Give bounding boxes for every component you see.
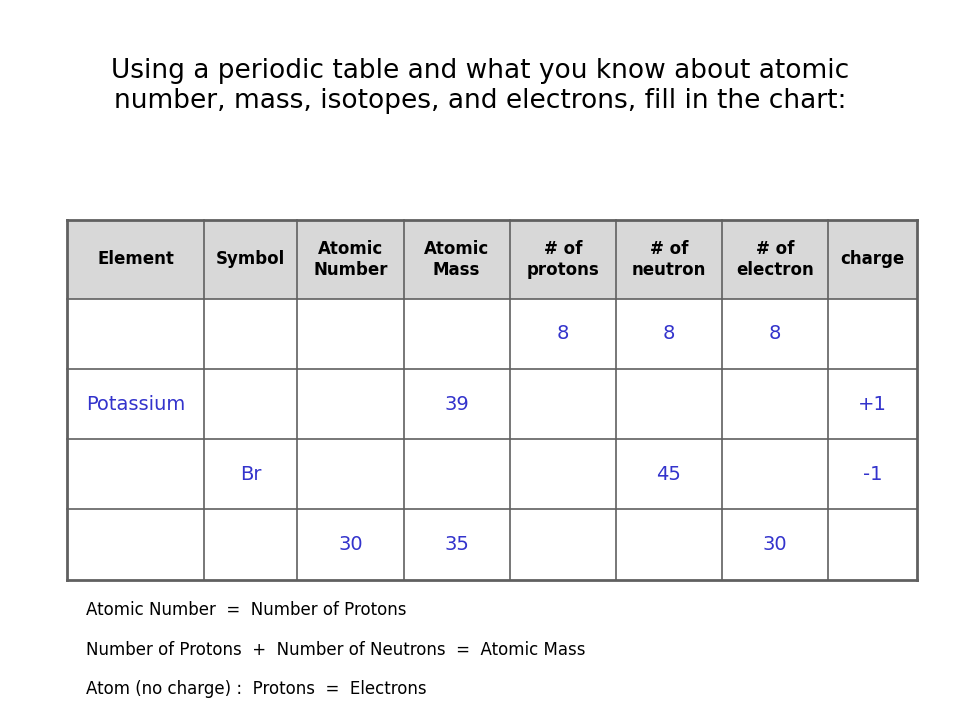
Bar bbox=[67, 220, 917, 299]
Text: charge: charge bbox=[840, 251, 904, 269]
Text: 8: 8 bbox=[662, 325, 675, 343]
Text: Symbol: Symbol bbox=[216, 251, 285, 269]
Text: # of
protons: # of protons bbox=[526, 240, 599, 279]
Text: -1: -1 bbox=[863, 465, 882, 484]
Text: +1: +1 bbox=[858, 395, 887, 413]
Text: Potassium: Potassium bbox=[86, 395, 185, 413]
Text: Br: Br bbox=[240, 465, 261, 484]
Text: 45: 45 bbox=[657, 465, 682, 484]
Text: 35: 35 bbox=[444, 535, 469, 554]
Text: 30: 30 bbox=[763, 535, 787, 554]
Text: Atomic Number  =  Number of Protons: Atomic Number = Number of Protons bbox=[86, 601, 407, 619]
Text: Atomic
Number: Atomic Number bbox=[313, 240, 388, 279]
Text: # of
electron: # of electron bbox=[736, 240, 814, 279]
Text: Element: Element bbox=[97, 251, 174, 269]
Text: Atom (no charge) :  Protons  =  Electrons: Atom (no charge) : Protons = Electrons bbox=[86, 680, 427, 698]
Text: 8: 8 bbox=[557, 325, 569, 343]
Text: 30: 30 bbox=[338, 535, 363, 554]
Text: 8: 8 bbox=[769, 325, 781, 343]
Text: # of
neutron: # of neutron bbox=[632, 240, 707, 279]
Text: Using a periodic table and what you know about atomic
number, mass, isotopes, an: Using a periodic table and what you know… bbox=[110, 58, 850, 114]
Text: Atomic
Mass: Atomic Mass bbox=[424, 240, 490, 279]
Text: 39: 39 bbox=[444, 395, 469, 413]
Text: Number of Protons  +  Number of Neutrons  =  Atomic Mass: Number of Protons + Number of Neutrons =… bbox=[86, 641, 586, 659]
